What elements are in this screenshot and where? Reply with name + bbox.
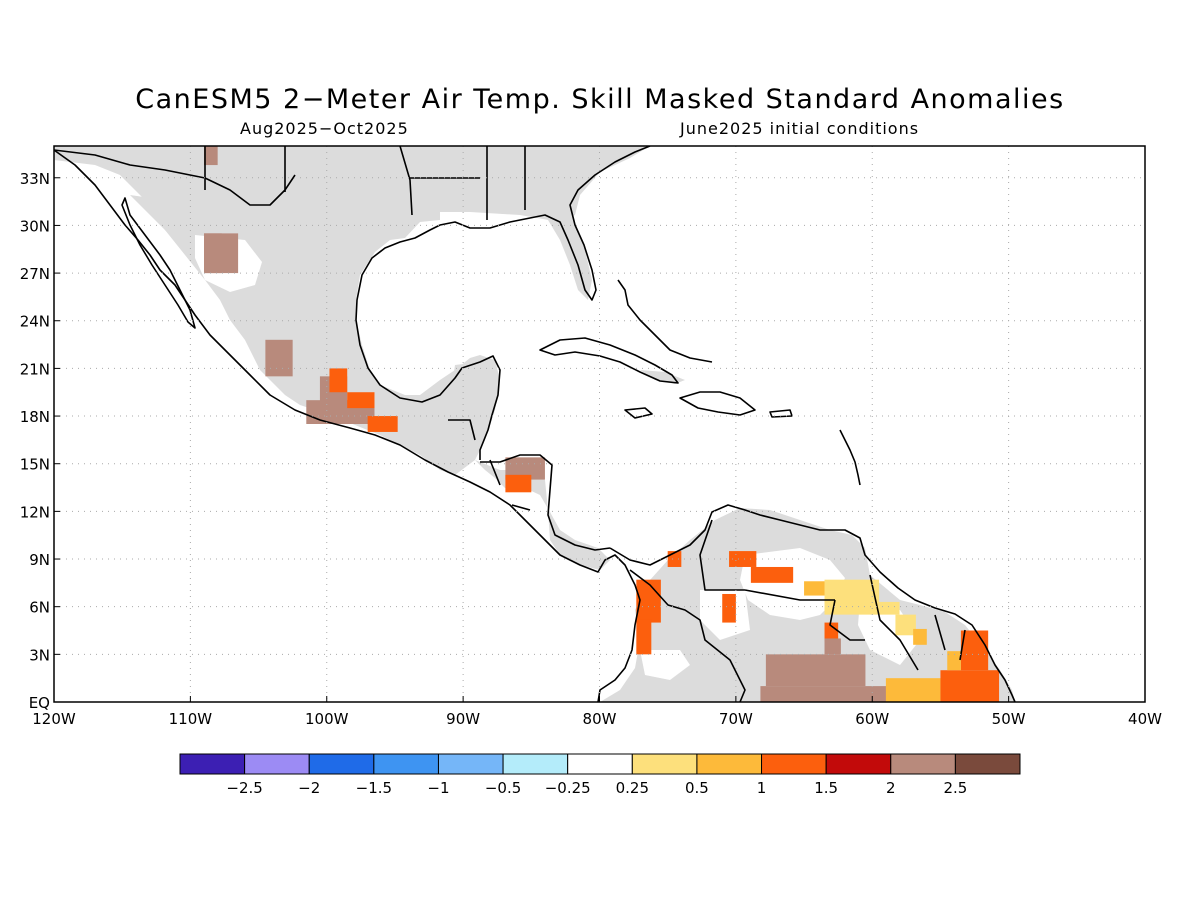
colorbar-swatch	[890, 753, 956, 775]
border-south-america	[629, 519, 966, 702]
colorbar-label: 1.5	[814, 779, 838, 797]
anomaly-patch	[960, 630, 989, 671]
anomaly-patch	[722, 593, 736, 623]
colorbar-swatch	[567, 753, 633, 775]
colorbar-swatch	[437, 753, 504, 775]
anomaly-layer	[204, 146, 1000, 702]
anomaly-patch	[895, 614, 916, 636]
lat-tick-label: EQ	[29, 694, 50, 712]
anomaly-patch	[885, 678, 941, 702]
initial-conditions-label: June2025 initial conditions	[680, 119, 920, 138]
colorbar-label: −2.5	[226, 779, 262, 797]
lon-tick-label: 120W	[32, 710, 76, 728]
lon-tick-label: 100W	[305, 710, 349, 728]
lat-tick-label: 30N	[20, 217, 50, 235]
coastline-jamaica	[624, 407, 653, 419]
coastline-gulf	[355, 224, 501, 460]
longitude-axis: 120W 110W 100W 90W 80W 70W 60W 50W 40W	[32, 696, 1162, 728]
anomaly-patch	[851, 689, 866, 702]
anomaly-patch	[879, 601, 900, 615]
lon-tick-label: 50W	[992, 710, 1026, 728]
colorbar: −2.5 −2 −1.5 −1 −0.5 −0.25 0.25 0.5 1 1.5 2 2.5	[179, 753, 1021, 797]
colorbar-label: −0.5	[485, 779, 521, 797]
lat-tick-label: 27N	[20, 265, 50, 283]
anomaly-patch	[729, 551, 757, 567]
colorbar-label: 2.5	[943, 779, 967, 797]
colorbar-swatch	[373, 753, 439, 775]
lon-tick-label: 90W	[446, 710, 480, 728]
colorbar-label: −0.25	[545, 779, 591, 797]
anomaly-patch	[265, 339, 293, 377]
colorbar-swatch	[954, 753, 1021, 775]
coastline-bahamas	[617, 279, 713, 363]
lat-tick-label: 12N	[20, 503, 50, 521]
colorbar-swatch	[244, 753, 310, 775]
anomaly-patch	[367, 416, 398, 432]
anomaly-patch	[750, 566, 794, 583]
colorbar-swatch	[825, 753, 892, 775]
colorbar-label: −2	[298, 779, 320, 797]
anomaly-patch	[636, 619, 652, 655]
lon-tick-label: 60W	[855, 710, 889, 728]
anomaly-patch	[824, 638, 841, 655]
anomaly-patch	[347, 392, 375, 409]
lat-tick-label: 21N	[20, 360, 50, 378]
lon-tick-label: 70W	[719, 710, 753, 728]
colorbar-swatch	[631, 753, 698, 775]
masked-land-yucatan	[445, 362, 495, 445]
coastline-central-america-east	[480, 454, 611, 551]
coastline-pacific	[54, 149, 641, 702]
coastline-baja	[121, 197, 196, 329]
colorbar-swatch	[502, 753, 569, 775]
coastline-hispaniola	[679, 391, 756, 416]
map-title: CanESM5 2−Meter Air Temp. Skill Masked S…	[135, 84, 1065, 115]
anomaly-patch	[824, 622, 839, 642]
lat-tick-label: 18N	[20, 408, 50, 426]
lat-tick-label: 24N	[20, 313, 50, 331]
colorbar-swatch	[761, 753, 827, 775]
lat-tick-label: 9N	[29, 551, 50, 569]
anomaly-patch	[204, 233, 222, 274]
lon-tick-label: 40W	[1128, 710, 1162, 728]
lat-tick-label: 15N	[20, 456, 50, 474]
border-central-america	[448, 419, 531, 511]
masked-land-mexico-highland	[130, 195, 355, 412]
colorbar-label: 0.25	[616, 779, 649, 797]
lat-tick-label: 33N	[20, 170, 50, 188]
anomaly-patch	[204, 146, 218, 166]
colorbar-swatch	[696, 753, 763, 775]
latitude-axis: 33N 30N 27N 24N 21N 18N 15N 12N 9N 6N 3N EQ	[20, 170, 60, 712]
colorbar-label: 1	[757, 779, 767, 797]
colorbar-swatch	[179, 753, 246, 775]
anomaly-patch	[329, 368, 348, 393]
colorbar-label: −1.5	[356, 779, 392, 797]
anomaly-patch	[947, 651, 961, 671]
anomaly-patch	[940, 670, 1000, 702]
colorbar-label: −1	[427, 779, 449, 797]
border-us-mexico	[54, 149, 296, 206]
masked-land-cuba	[640, 370, 685, 384]
colorbar-label: 2	[886, 779, 896, 797]
lat-tick-label: 3N	[29, 646, 50, 664]
colorbar-label: 0.5	[685, 779, 709, 797]
colorbar-swatch	[308, 753, 375, 775]
anomaly-patch	[505, 457, 545, 480]
lon-tick-label: 80W	[583, 710, 617, 728]
coastline-cuba	[539, 337, 679, 384]
anomaly-patch	[505, 474, 532, 493]
coastline-lesser-antilles	[839, 429, 861, 486]
lon-tick-label: 110W	[169, 710, 213, 728]
anomaly-patch	[765, 654, 866, 687]
forecast-period: Aug2025−Oct2025	[240, 119, 409, 138]
coastline-gulf-north	[439, 146, 651, 301]
lat-tick-label: 6N	[29, 599, 50, 617]
anomaly-patch	[913, 628, 927, 645]
coastline-south-america-north	[609, 504, 1016, 702]
anomaly-patch	[760, 686, 900, 702]
